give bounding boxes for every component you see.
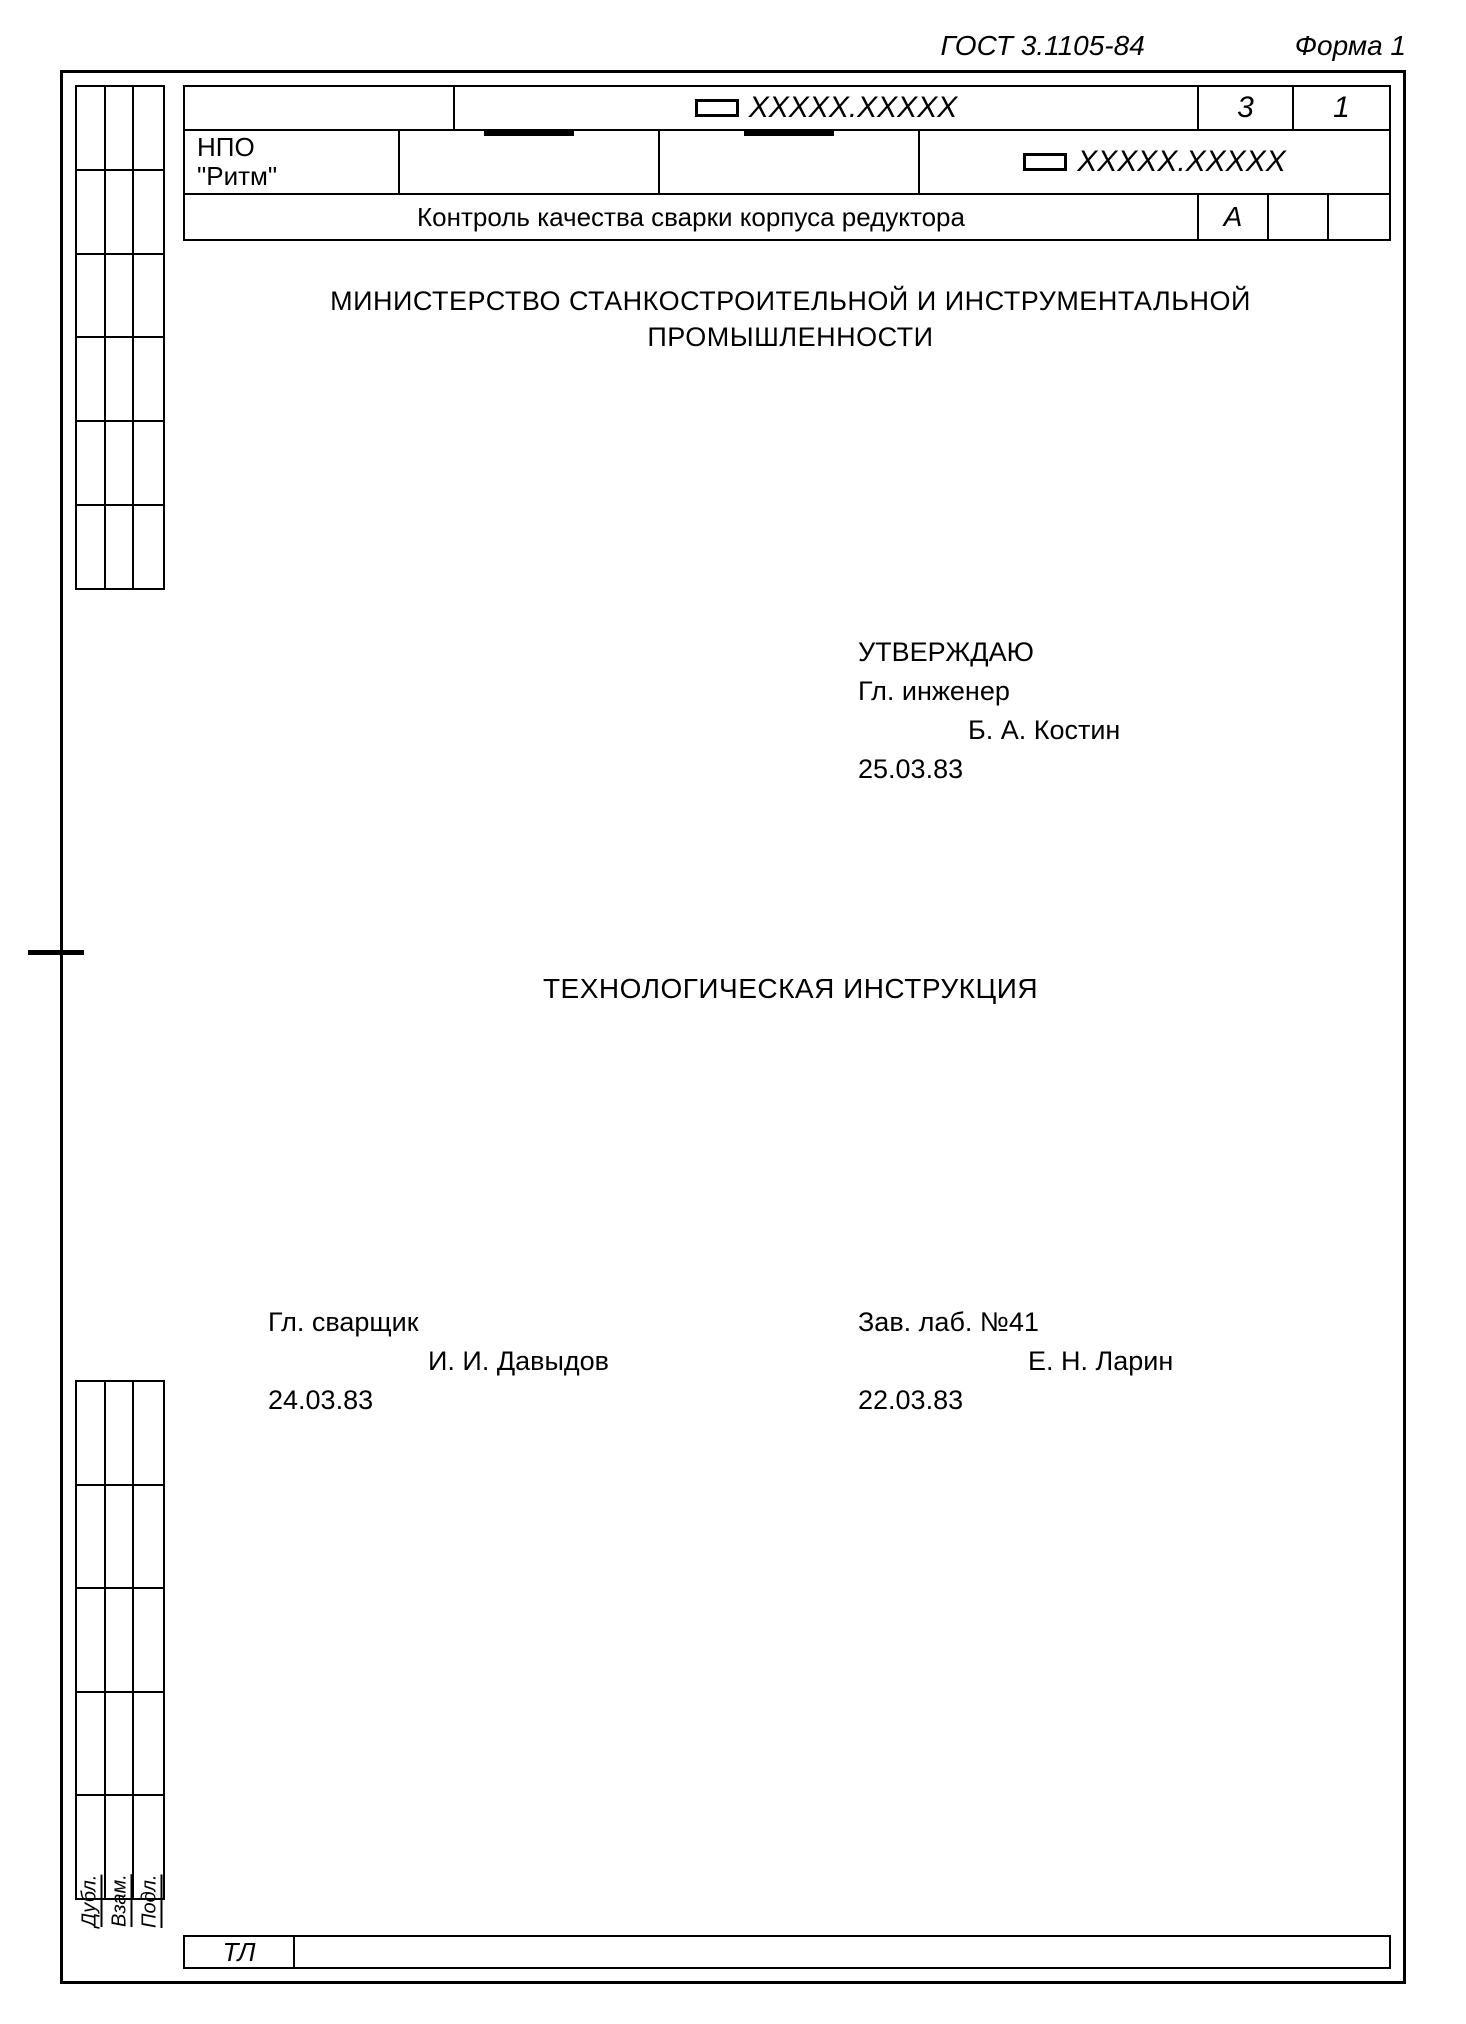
dash-icon	[744, 131, 834, 136]
sheet-count: 3	[1199, 87, 1294, 129]
side-label-podl: Подл.	[135, 1861, 165, 1941]
page: ГОСТ 3.1105-84 Форма 1 ХХХХХ.ХХХХХ 3 1 Н…	[0, 0, 1466, 2024]
approve-date: 25.03.83	[858, 750, 1120, 789]
ministry-line-1: МИНИСТЕРСТВО СТАНКОСТРОИТЕЛЬНОЙ И ИНСТРУ…	[208, 283, 1373, 319]
sign-left-name: И. И. Давыдов	[268, 1342, 609, 1381]
doc-code-2: ХХХХХ.ХХХХХ	[1077, 145, 1285, 179]
org-line-1: НПО	[197, 133, 398, 162]
doc-code-1: ХХХХХ.ХХХХХ	[749, 91, 957, 125]
title-row-3: Контроль качества сварки корпуса редукто…	[185, 195, 1389, 239]
sign-left-role: Гл. сварщик	[268, 1303, 609, 1342]
document-title: ТЕХНОЛОГИЧЕСКАЯ ИНСТРУКЦИЯ	[208, 973, 1373, 1005]
left-tracks: Дубл. Взам. Подл.	[75, 85, 165, 1941]
box-icon	[1023, 153, 1067, 171]
sign-right-role: Зав. лаб. №41	[858, 1303, 1173, 1342]
outer-frame: ХХХХХ.ХХХХХ 3 1 НПО "Ритм" ХХХХХ.ХХХХХ К…	[60, 70, 1406, 1984]
side-label-dubl: Дубл.	[75, 1861, 105, 1941]
forma-label: Форма 1	[1295, 30, 1406, 62]
approve-name: Б. А. Костин	[858, 711, 1120, 750]
signature-right: Зав. лаб. №41 Е. Н. Ларин 22.03.83	[858, 1303, 1173, 1420]
dash-icon	[484, 131, 574, 136]
box-icon	[695, 99, 739, 117]
org-line-2: "Ритм"	[197, 162, 398, 191]
side-label-vzam: Взам.	[105, 1861, 135, 1941]
content-area: МИНИСТЕРСТВО СТАНКОСТРОИТЕЛЬНОЙ И ИНСТРУ…	[208, 253, 1373, 1921]
title-block: ХХХХХ.ХХХХХ 3 1 НПО "Ритм" ХХХХХ.ХХХХХ К…	[183, 85, 1391, 241]
ministry-heading: МИНИСТЕРСТВО СТАНКОСТРОИТЕЛЬНОЙ И ИНСТРУ…	[208, 283, 1373, 356]
approve-role: Гл. инженер	[858, 672, 1120, 711]
gost-label: ГОСТ 3.1105-84	[940, 30, 1144, 62]
track-group-top	[75, 85, 165, 590]
track-group-bottom	[75, 1380, 165, 1900]
title-row-1: ХХХХХ.ХХХХХ 3 1	[185, 87, 1389, 131]
sign-right-name: Е. Н. Ларин	[858, 1342, 1173, 1381]
bottom-strip: ТЛ	[183, 1935, 1391, 1969]
document-subject: Контроль качества сварки корпуса редукто…	[185, 195, 1199, 239]
approve-block: УТВЕРЖДАЮ Гл. инженер Б. А. Костин 25.03…	[858, 633, 1120, 790]
header-labels: ГОСТ 3.1105-84 Форма 1	[506, 30, 1406, 62]
sign-right-date: 22.03.83	[858, 1381, 1173, 1420]
signature-left: Гл. сварщик И. И. Давыдов 24.03.83	[268, 1303, 609, 1420]
title-row-2: НПО "Ритм" ХХХХХ.ХХХХХ	[185, 131, 1389, 195]
ministry-line-2: ПРОМЫШЛЕННОСТИ	[208, 319, 1373, 355]
sign-left-date: 24.03.83	[268, 1381, 609, 1420]
letter-cell: А	[1199, 195, 1269, 239]
tl-label: ТЛ	[185, 1937, 295, 1967]
sheet-number: 1	[1294, 87, 1389, 129]
approve-heading: УТВЕРЖДАЮ	[858, 633, 1120, 672]
vertical-labels: Дубл. Взам. Подл.	[75, 1861, 165, 1941]
